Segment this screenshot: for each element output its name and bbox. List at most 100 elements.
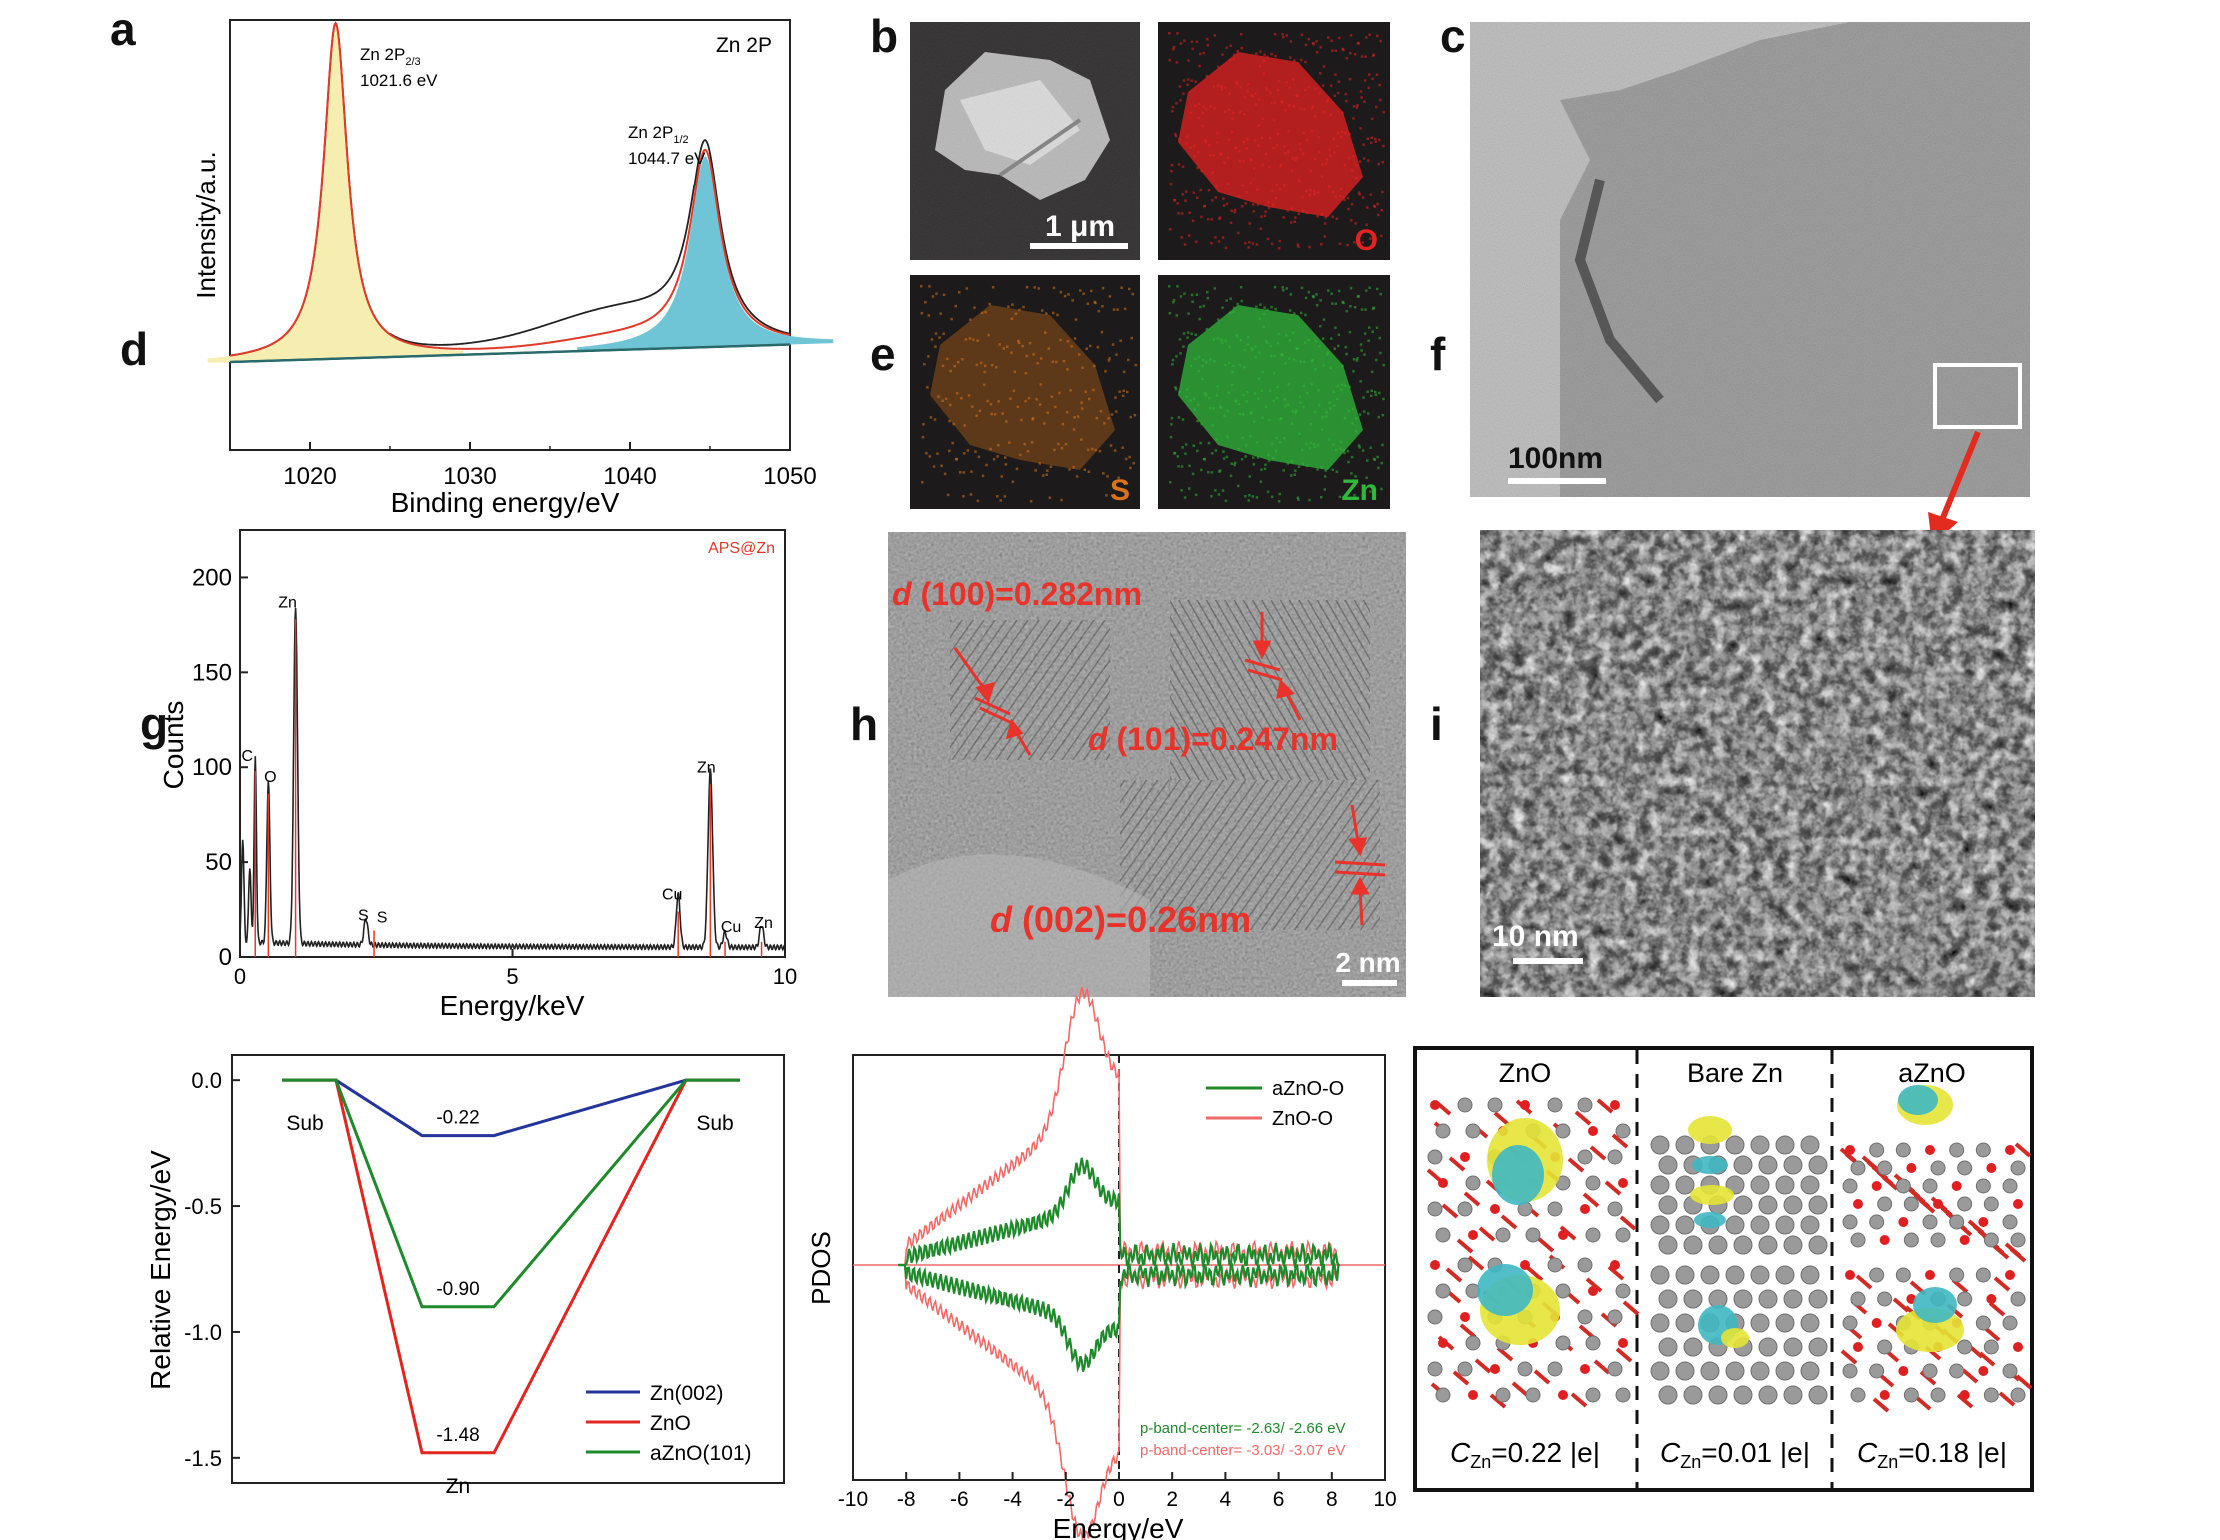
state-label-zn: Zn <box>446 1475 471 1498</box>
xps-peak-fill-0 <box>207 23 464 363</box>
eds-spectrum <box>239 607 786 952</box>
charge-column-title-0: ZnO <box>1499 1058 1552 1088</box>
map-s <box>910 275 1140 509</box>
panel-h-xtick: 0 <box>1113 1488 1125 1511</box>
atom-structure <box>1840 1267 2033 1413</box>
panel-i-charge-density: ZnO Bare Zn aZnO CZn=0.22 |e| CZn=0.01 |e| C… <box>1413 1046 2034 1492</box>
panel-g-ytick: -1.5 <box>184 1446 222 1471</box>
map-label-o: O <box>1355 224 1378 257</box>
panel-h-xtick: 2 <box>1166 1488 1178 1511</box>
charge-depletion <box>1913 1287 1957 1323</box>
pdos-aZnO-O <box>898 1261 1340 1373</box>
panel-d-ylabel: Counts <box>158 701 189 790</box>
panel-letter-f: f <box>1430 328 1446 380</box>
lattice-markers <box>974 658 1386 877</box>
scalebar-e <box>1342 980 1397 986</box>
xps-peak-energy-1: 1044.7 eV <box>628 149 706 168</box>
atom-structure <box>1839 1142 2032 1263</box>
eds-peak-label: C <box>241 748 253 765</box>
charge-accumulation <box>1688 1116 1732 1144</box>
xps-fit-envelope <box>229 21 791 357</box>
panel-d-ytick: 0 <box>219 944 232 971</box>
charge-depletion <box>1694 1212 1726 1228</box>
pdos-legend-label-0: aZnO-O <box>1272 1078 1344 1100</box>
panel-h-xlabel: Energy/eV <box>1053 1513 1184 1540</box>
panel-c-tem-image: 100nm <box>1470 22 2030 545</box>
panel-d-xtick: 5 <box>506 964 518 989</box>
pdos-aZnO-O <box>898 1157 1340 1270</box>
atom-structure <box>1427 1254 1640 1409</box>
scalebar-f <box>1513 958 1583 964</box>
charge-accumulation <box>1690 1185 1734 1205</box>
panel-a-ylabel: Intensity/a.u. <box>191 151 221 298</box>
panel-a-xtick: 1040 <box>603 463 656 490</box>
charge-transfer-value-1: CZn=0.01 |e| <box>1660 1437 1810 1472</box>
panel-letter-a: a <box>110 3 136 55</box>
panel-a-xtick: 1030 <box>443 463 496 490</box>
panel-d-legend: APS@Zn <box>708 540 775 557</box>
map-signal-1 <box>1168 32 1386 250</box>
panel-e-hrtem-image: d (100)=0.282nm d (101)=0.247nm d (002)=… <box>888 532 1406 997</box>
panel-h-xtick: -10 <box>838 1488 868 1511</box>
panel-letter-h: h <box>850 698 878 750</box>
panel-letter-g: g <box>140 698 168 750</box>
panel-f-zoom-image: 10 nm <box>1480 530 2035 997</box>
xps-peak-fill-1 <box>577 156 834 352</box>
zoom-arrow <box>1939 430 1981 522</box>
charge-column-title-2: aZnO <box>1898 1058 1966 1088</box>
panel-letters: a b c d e f g h i <box>110 3 1466 750</box>
panel-d-eds-chart: CO Zn S S Cu Zn Cu Zn 0 50 100 150 200 0 5 10 APS@Zn Co… <box>158 529 797 1021</box>
map-signal-3 <box>1168 285 1386 503</box>
charge-depletion <box>1692 1156 1728 1174</box>
charge-accumulation <box>1721 1328 1749 1348</box>
lattice-annotation-101: d (101)=0.247nm <box>1088 721 1338 757</box>
state-label-sub-right: Sub <box>696 1112 733 1135</box>
panel-letter-d: d <box>120 323 148 375</box>
panel-g-frame <box>231 1054 785 1484</box>
band-center-azno: p-band-center= -2.63/ -2.66 eV <box>1140 1420 1346 1437</box>
map-signal-2 <box>920 285 1138 503</box>
eds-peak-label: Zn <box>754 915 773 932</box>
eds-peak-label: O <box>264 769 276 786</box>
panel-g-ylabel: Relative Energy/eV <box>145 1150 176 1390</box>
xps-peak-energy-0: 1021.6 eV <box>360 71 438 90</box>
panel-h-xtick: -4 <box>1003 1488 1022 1511</box>
energy-value-2: -0.90 <box>436 1279 479 1300</box>
lattice-annotation-100: d (100)=0.282nm <box>892 576 1142 612</box>
scalebar-b <box>1030 243 1128 249</box>
scalebar-c-label: 100nm <box>1508 442 1603 475</box>
charge-depletion <box>1492 1145 1544 1205</box>
panel-d-ytick: 150 <box>192 659 232 686</box>
panel-letter-i: i <box>1430 698 1443 750</box>
selected-area-box <box>1933 363 2022 429</box>
panel-h-xtick: -6 <box>950 1488 969 1511</box>
eds-peak-label: Zn <box>278 594 297 611</box>
panel-d-frame <box>239 529 786 958</box>
map-label-s: S <box>1110 474 1130 507</box>
panel-h-xtick: 8 <box>1326 1488 1338 1511</box>
legend-label-0: Zn(002) <box>650 1382 724 1405</box>
panel-d-xtick: 0 <box>234 964 246 989</box>
scalebar-b-label: 1 μm <box>1045 210 1115 243</box>
panel-a-frame <box>229 19 791 451</box>
panel-a-title: Zn 2P <box>716 34 772 57</box>
panel-letter-c: c <box>1440 10 1466 62</box>
panel-h-xtick: 4 <box>1220 1488 1232 1511</box>
eds-peak-label: Zn <box>697 760 716 777</box>
eds-peak-label: Cu <box>662 887 682 904</box>
panel-a-xtick: 1050 <box>763 463 816 490</box>
eds-peak-label: Cu <box>721 919 741 936</box>
panel-h-ylabel: PDOS <box>806 1231 836 1305</box>
eds-peak-label: S <box>358 908 369 925</box>
panel-d-xtick: 10 <box>773 964 797 989</box>
panel-h-xtick: -2 <box>1056 1488 1075 1511</box>
panel-d-xlabel: Energy/keV <box>440 990 585 1021</box>
panel-g-energy-chart: -0.22 -1.48 -0.90 Sub Zn Sub 0.0 -0.5 -1.0 -1.5 R… <box>145 1054 785 1498</box>
charge-transfer-value-0: CZn=0.22 |e| <box>1450 1437 1600 1472</box>
charge-depletion <box>1477 1264 1533 1316</box>
panel-a-xtick: 1020 <box>283 463 336 490</box>
energy-value-1: -1.48 <box>436 1425 479 1446</box>
panel-a-xps-chart: 1020 1030 1040 1050 Zn 2P Intensity/a.u. Bi… <box>191 19 834 518</box>
legend-label-1: ZnO <box>650 1412 691 1435</box>
